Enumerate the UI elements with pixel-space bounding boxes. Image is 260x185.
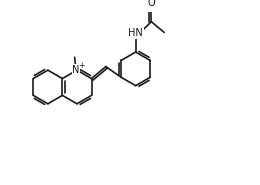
Text: +: + bbox=[78, 61, 84, 70]
Text: N: N bbox=[72, 65, 80, 75]
Text: HN: HN bbox=[128, 28, 143, 38]
Text: O: O bbox=[147, 0, 155, 9]
